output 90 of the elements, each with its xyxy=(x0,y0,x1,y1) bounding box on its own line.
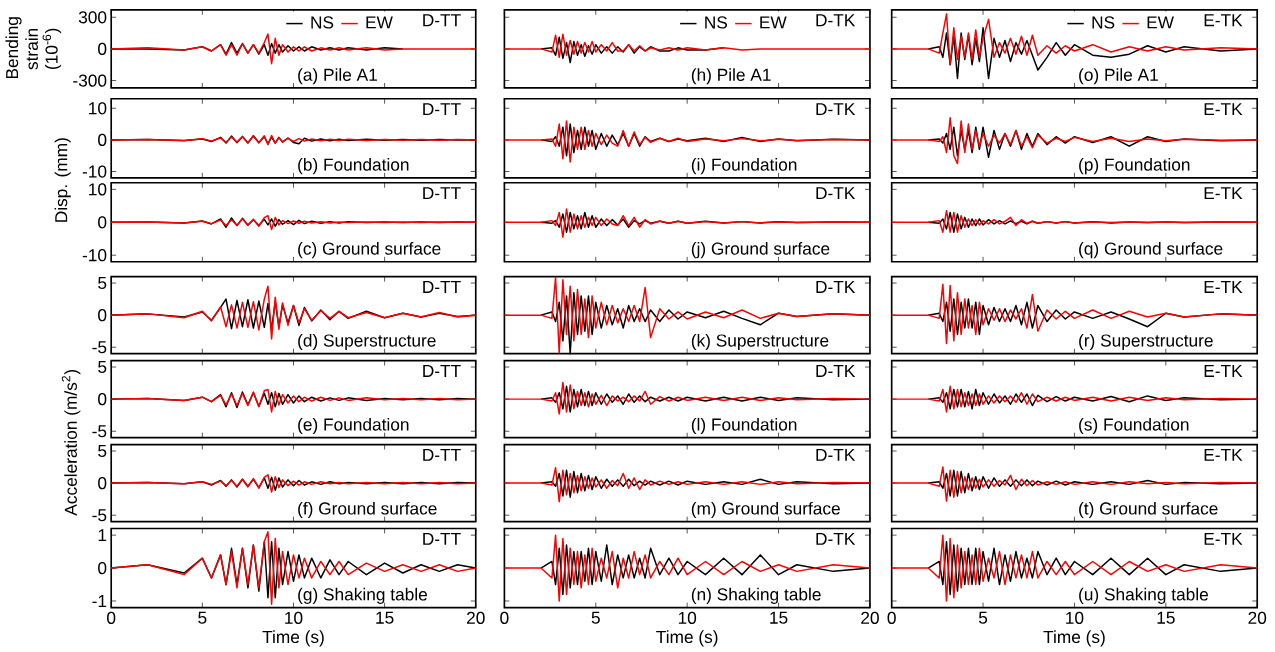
x-tick-label: 15 xyxy=(1157,611,1175,624)
annotation: D-TK xyxy=(816,103,856,116)
x-axis-title: Time (s) xyxy=(262,630,324,647)
y-tick-label: 10 xyxy=(89,102,107,115)
y-tick-label: -10 xyxy=(82,249,107,262)
y-tick-label: 0 xyxy=(98,42,107,56)
y-tick-label: 0 xyxy=(98,309,107,322)
x-tick-label: 20 xyxy=(1248,611,1267,625)
annotation: D-TK xyxy=(816,187,856,200)
x-tick-label: 5 xyxy=(978,611,988,624)
annotation: (q) Ground surface xyxy=(1079,242,1223,259)
legend-label: EW xyxy=(760,16,787,29)
x-tick-label: 15 xyxy=(770,611,788,624)
annotation: (k) Superstructure xyxy=(691,333,829,351)
x-tick-label: 5 xyxy=(591,611,600,624)
x-axis-title: Time (s) xyxy=(656,630,718,647)
y-tick-label: -5 xyxy=(92,509,107,522)
x-tick-label: 20 xyxy=(467,611,485,625)
annotation: D-TT xyxy=(423,448,461,461)
annotation: D-TK xyxy=(816,14,856,27)
annotation: (u) Shaking table xyxy=(1079,587,1208,604)
x-tick-label: 0 xyxy=(887,611,896,625)
annotation: D-TK xyxy=(816,365,856,377)
annotation: E-TK xyxy=(1204,187,1243,200)
legend-label: EW xyxy=(1147,16,1174,29)
annotation: (b) Foundation xyxy=(298,158,409,175)
annotation: (n) Shaking table xyxy=(691,587,821,604)
y-tick-label: 0 xyxy=(98,477,107,490)
y-tick-label: 5 xyxy=(98,361,107,374)
x-tick-label: 0 xyxy=(500,611,509,625)
x-tick-label: 5 xyxy=(198,611,207,624)
annotation: E-TK xyxy=(1204,532,1243,545)
y-tick-label: -5 xyxy=(92,341,107,354)
annotation: (r) Superstructure xyxy=(1079,333,1213,351)
annotation: E-TK xyxy=(1204,448,1243,461)
y-tick-label: 0 xyxy=(98,216,107,229)
annotation: (a) Pile A1 xyxy=(298,68,377,85)
legend-label: NS xyxy=(1092,16,1115,29)
legend-label: EW xyxy=(366,16,393,29)
annotation: D-TT xyxy=(423,103,461,116)
x-tick-label: 10 xyxy=(285,611,303,625)
x-tick-label: 10 xyxy=(1066,611,1084,625)
annotation: E-TK xyxy=(1204,14,1243,27)
annotation: D-TK xyxy=(816,448,856,461)
annotation: D-TT xyxy=(423,365,461,377)
legend-label: NS xyxy=(311,16,334,29)
x-tick-label: 10 xyxy=(678,611,697,625)
annotation: D-TT xyxy=(423,281,461,293)
annotation: D-TT xyxy=(423,532,461,545)
annotation: (m) Ground surface xyxy=(691,501,840,519)
annotation: (f) Ground surface xyxy=(298,501,437,519)
x-axis-title: Time (s) xyxy=(1043,630,1105,647)
annotation: D-TK xyxy=(816,281,856,293)
legend-label: NS xyxy=(705,16,728,29)
y-tick-label: -5 xyxy=(92,425,107,438)
annotation: E-TK xyxy=(1204,365,1243,377)
y-tick-label: 0 xyxy=(98,393,107,406)
y-tick-label: 5 xyxy=(98,444,107,458)
y-axis-title: Disp. (mm) xyxy=(54,138,71,222)
annotation: (o) Pile A1 xyxy=(1079,68,1158,85)
annotation: E-TK xyxy=(1204,103,1243,116)
annotation: D-TK xyxy=(816,532,856,545)
x-tick-label: 20 xyxy=(861,611,879,625)
y-tick-label: 10 xyxy=(89,183,107,196)
x-tick-label: 15 xyxy=(376,611,394,624)
annotation: (l) Foundation xyxy=(691,417,797,435)
annotation: (e) Foundation xyxy=(298,417,409,435)
line-series xyxy=(110,531,477,606)
annotation: (h) Pile A1 xyxy=(691,68,771,85)
annotation: D-TT xyxy=(423,14,461,27)
annotation: (d) Superstructure xyxy=(298,333,436,351)
annotation: E-TK xyxy=(1204,281,1243,293)
annotation: (i) Foundation xyxy=(691,158,797,175)
x-tick-label: 0 xyxy=(107,611,116,625)
y-tick-label: -1 xyxy=(92,595,107,607)
annotation: (s) Foundation xyxy=(1079,417,1189,435)
annotation: (p) Foundation xyxy=(1079,158,1190,175)
y-tick-label: 0 xyxy=(98,133,107,147)
annotation: (g) Shaking table xyxy=(298,587,427,604)
y-tick-label: 1 xyxy=(98,529,107,542)
y-axis-title: Acceleration (m/s$^{2}$) xyxy=(61,369,81,516)
annotation: (c) Ground surface xyxy=(298,242,441,259)
annotation: (j) Ground surface xyxy=(691,242,830,259)
y-tick-label: -10 xyxy=(82,165,107,178)
annotation: (t) Ground surface xyxy=(1079,501,1218,519)
y-tick-label: -300 xyxy=(73,74,107,87)
y-tick-label: 5 xyxy=(98,277,107,290)
annotation: D-TT xyxy=(423,187,461,200)
y-tick-label: 300 xyxy=(78,11,107,24)
y-tick-label: 0 xyxy=(98,561,107,575)
